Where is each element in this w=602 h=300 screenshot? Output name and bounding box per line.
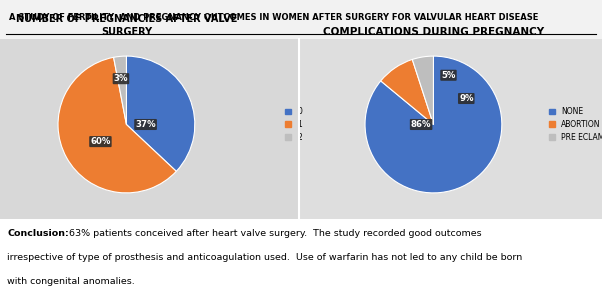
Legend: 0, 1, 2: 0, 1, 2 bbox=[285, 107, 302, 142]
Text: 60%: 60% bbox=[90, 137, 111, 146]
Wedge shape bbox=[58, 57, 176, 193]
Legend: NONE, ABORTION, PRE ECLAMPSIA: NONE, ABORTION, PRE ECLAMPSIA bbox=[548, 107, 602, 142]
Wedge shape bbox=[114, 56, 126, 124]
Text: Conclusion:: Conclusion: bbox=[7, 229, 69, 238]
Text: 86%: 86% bbox=[411, 120, 432, 129]
Text: A STUDY OF FERTILITY  AND PREGNANCY OUTCOMES IN WOMEN AFTER SURGERY FOR VALVULAR: A STUDY OF FERTILITY AND PREGNANCY OUTCO… bbox=[9, 13, 538, 22]
Wedge shape bbox=[380, 59, 433, 124]
Text: 63% patients conceived after heart valve surgery.  The study recorded good outco: 63% patients conceived after heart valve… bbox=[63, 229, 482, 238]
Title: COMPLICATIONS DURING PREGNANCY: COMPLICATIONS DURING PREGNANCY bbox=[323, 27, 544, 37]
Text: irrespective of type of prosthesis and anticoagulation used.  Use of warfarin ha: irrespective of type of prosthesis and a… bbox=[7, 253, 523, 262]
Text: 9%: 9% bbox=[459, 94, 474, 103]
Wedge shape bbox=[412, 56, 433, 124]
Text: 3%: 3% bbox=[114, 74, 128, 83]
Wedge shape bbox=[365, 56, 502, 193]
Wedge shape bbox=[126, 56, 195, 171]
Text: with congenital anomalies.: with congenital anomalies. bbox=[7, 277, 135, 286]
Text: 5%: 5% bbox=[441, 71, 456, 80]
Title: NUMBER OF PREGNANCIES AFTER VALVE
SURGERY: NUMBER OF PREGNANCIES AFTER VALVE SURGER… bbox=[16, 14, 237, 37]
Text: 37%: 37% bbox=[135, 120, 156, 129]
Text: Conclusion:  63% patients conceived after heart valve surgery.  The study record: Conclusion: 63% patients conceived after… bbox=[7, 229, 481, 238]
